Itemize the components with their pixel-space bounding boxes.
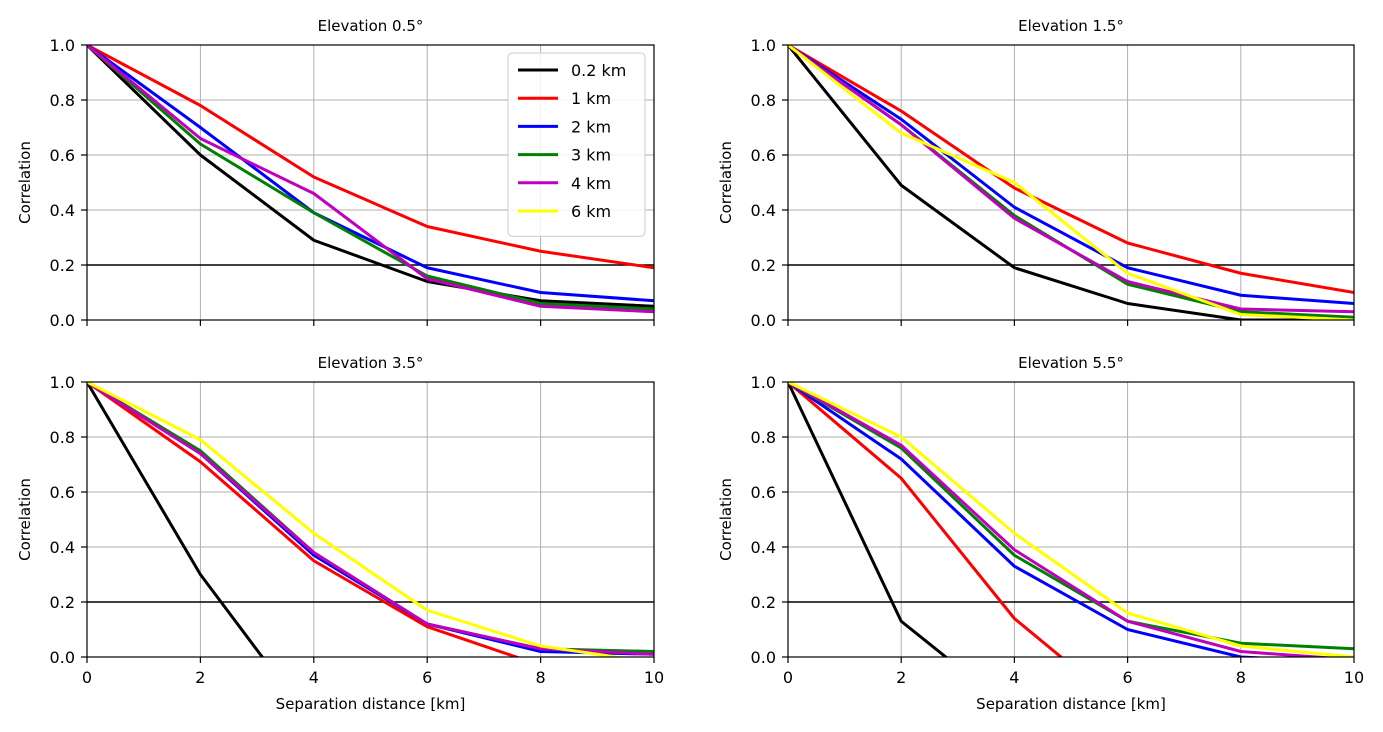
x-tick-label: 4 <box>1009 668 1019 687</box>
series-line-6-km <box>788 382 1354 657</box>
series-line-4-km <box>87 45 654 314</box>
panel-3: 0 2 4 6 8 10 0.0 0.2 0.4 0.6 0.8 1.0 Elevation 3.5° C… <box>16 354 664 713</box>
series-line-2-km <box>788 45 1354 305</box>
y-tick-label: 0.4 <box>50 538 75 557</box>
series-line-1-km <box>788 382 1064 657</box>
x-tick-label: 6 <box>422 668 432 687</box>
y-tick-label: 0.8 <box>50 91 75 110</box>
x-tick-label: 2 <box>195 668 205 687</box>
series-line-3-km <box>788 45 1354 319</box>
y-tick-label: 0.0 <box>50 311 75 330</box>
legend-label: 0.2 km <box>571 61 626 80</box>
x-tick-label: 2 <box>896 668 906 687</box>
series-line-4-km <box>788 382 1337 657</box>
axes-frame <box>86 44 655 321</box>
axes-frame <box>787 381 1355 658</box>
x-tick-label: 10 <box>644 668 664 687</box>
y-tick-label: 0.6 <box>50 483 75 502</box>
series-line-4-km <box>87 382 654 656</box>
y-tick-label: 0.8 <box>751 428 776 447</box>
y-tick-label: 0.0 <box>751 648 776 667</box>
panel-2: 0.0 0.2 0.4 0.6 0.8 1.0 Elevation 1.5° Correlat… <box>717 17 1355 330</box>
grid <box>86 381 655 658</box>
y-axis-label: Correlation <box>717 478 735 561</box>
legend-label: 3 km <box>571 146 611 165</box>
y-tick-label: 0.6 <box>751 146 776 165</box>
panel-1: 0.0 0.2 0.4 0.6 0.8 1.0 Elevation 0.5° Correlat… <box>16 17 655 330</box>
series-line-1-km <box>87 45 654 270</box>
y-tick-label: 0.2 <box>751 593 776 612</box>
axes-frame <box>86 381 655 658</box>
y-tick-label: 0.6 <box>751 483 776 502</box>
legend-label: 2 km <box>571 117 611 136</box>
x-tick-label: 6 <box>1123 668 1133 687</box>
y-tick-label: 0.6 <box>50 146 75 165</box>
y-axis-label: Correlation <box>16 141 34 224</box>
x-tick-label: 0 <box>82 668 92 687</box>
x-tick-label: 8 <box>536 668 546 687</box>
x-axis-label: Separation distance [km] <box>976 695 1166 713</box>
y-tick-label: 0.4 <box>50 201 75 220</box>
legend-label: 4 km <box>571 174 611 193</box>
series-group <box>788 45 1354 320</box>
series-line-2-km <box>87 382 654 656</box>
axes-frame <box>787 44 1355 321</box>
panel-title: Elevation 5.5° <box>1018 354 1124 372</box>
series-line-6-km <box>87 382 627 657</box>
series-group <box>87 382 654 657</box>
panel-title: Elevation 3.5° <box>318 354 424 372</box>
series-line-6-km <box>788 45 1354 320</box>
y-tick-label: 0.2 <box>50 593 75 612</box>
series-line-3-km <box>788 382 1354 651</box>
series-line-3-km <box>87 382 654 653</box>
y-axis-label: Correlation <box>717 141 735 224</box>
series-line-0-2-km <box>788 382 949 657</box>
y-tick-label: 0.0 <box>50 648 75 667</box>
y-tick-label: 0.8 <box>751 91 776 110</box>
series-line-0-2-km <box>87 45 654 308</box>
series-line-0-2-km <box>788 45 1354 320</box>
series-line-3-km <box>87 45 654 311</box>
y-tick-label: 0.8 <box>50 428 75 447</box>
x-axis-label: Separation distance [km] <box>276 695 466 713</box>
y-tick-label: 0.4 <box>751 201 776 220</box>
series-line-4-km <box>788 45 1354 314</box>
x-tick-label: 10 <box>1344 668 1364 687</box>
x-tick-label: 4 <box>309 668 319 687</box>
panel-title: Elevation 1.5° <box>1018 17 1124 35</box>
legend-label: 6 km <box>571 202 611 221</box>
y-tick-label: 1.0 <box>50 373 75 392</box>
y-tick-label: 1.0 <box>751 36 776 55</box>
panel-4: 0 2 4 6 8 10 0.0 0.2 0.4 0.6 0.8 1.0 Elevation 5.5° C… <box>717 354 1364 713</box>
y-tick-label: 0.0 <box>751 311 776 330</box>
y-tick-label: 0.2 <box>50 256 75 275</box>
series-line-2-km <box>788 382 1272 657</box>
legend-label: 1 km <box>571 89 611 108</box>
legend: 0.2 km 1 km 2 km 3 km 4 km 6 km <box>507 52 646 237</box>
series-group <box>788 382 1354 657</box>
y-axis-label: Correlation <box>16 478 34 561</box>
series-line-1-km <box>87 382 521 657</box>
panel-title: Elevation 0.5° <box>318 17 424 35</box>
series-line-2-km <box>87 45 654 303</box>
series-line-1-km <box>788 45 1354 294</box>
y-tick-label: 0.2 <box>751 256 776 275</box>
series-group <box>87 45 654 314</box>
x-tick-label: 8 <box>1236 668 1246 687</box>
y-tick-label: 0.4 <box>751 538 776 557</box>
x-tick-label: 0 <box>783 668 793 687</box>
y-tick-label: 1.0 <box>751 373 776 392</box>
series-line-0-2-km <box>87 382 265 657</box>
y-tick-label: 1.0 <box>50 36 75 55</box>
